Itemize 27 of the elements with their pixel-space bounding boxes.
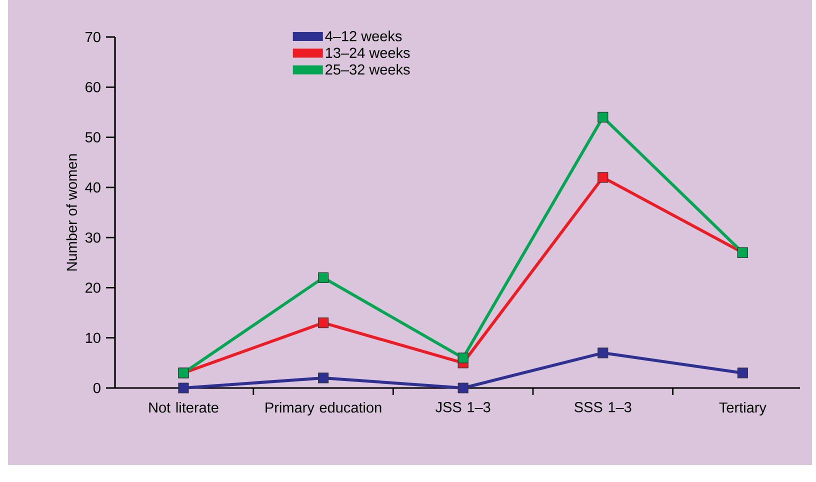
y-tick-label: 10	[86, 332, 100, 343]
x-tick-label: SSS 1–3	[574, 402, 632, 412]
point	[318, 372, 329, 384]
point	[598, 348, 608, 358]
legend-label: 25–32 weeks	[326, 64, 410, 75]
point	[598, 112, 608, 123]
point	[318, 272, 329, 283]
legend-label: 13–24 weeks	[326, 47, 410, 58]
x-tick-label: Primary education	[266, 402, 382, 416]
y-tick-label: 60	[86, 82, 100, 92]
point	[178, 382, 189, 394]
point	[458, 352, 468, 364]
x-tick-label: JSS 1–3	[436, 402, 490, 412]
x-tick-label: Not literate	[149, 402, 218, 413]
y-tick-label: 40	[85, 182, 100, 193]
point	[458, 382, 468, 394]
y-axis-title: Number of women	[66, 154, 77, 271]
y-tick-label: 20	[86, 282, 100, 293]
point	[318, 318, 329, 328]
y-tick-label: 50	[85, 132, 100, 142]
x-tick-label: Tertiary	[719, 402, 766, 416]
y-tick-label: 30	[85, 232, 100, 243]
y-tick-label: 0	[93, 382, 100, 394]
point	[598, 172, 608, 183]
legend-label: 4–12 weeks	[325, 30, 402, 42]
point	[737, 368, 748, 378]
y-tick-label: 70	[86, 32, 100, 42]
